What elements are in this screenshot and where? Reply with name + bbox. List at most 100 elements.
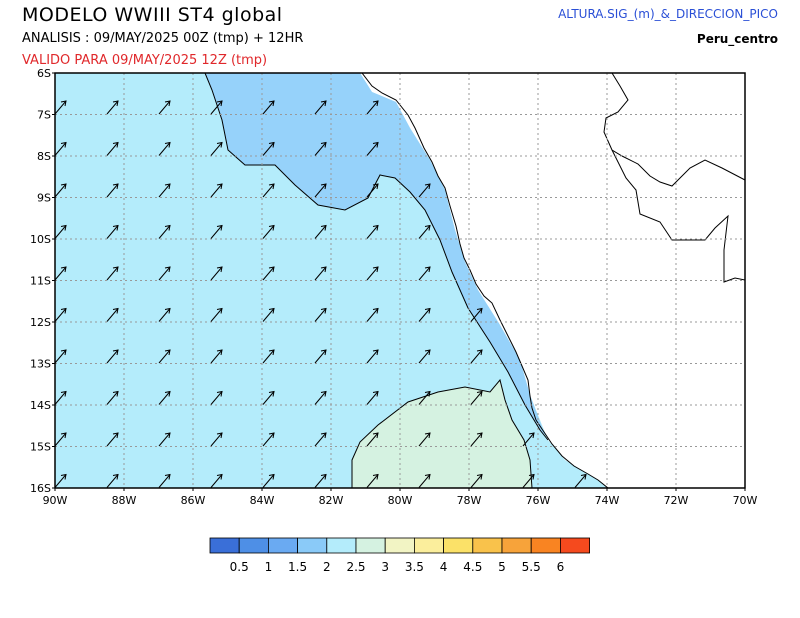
wave-arrow-head bbox=[216, 183, 223, 190]
lon-label: 82W bbox=[319, 494, 344, 507]
lon-label: 86W bbox=[181, 494, 206, 507]
wave-arrow bbox=[262, 308, 275, 322]
wave-arrow-head bbox=[164, 307, 171, 314]
wave-arrow-head bbox=[164, 432, 171, 439]
wave-arrow-head bbox=[424, 349, 431, 356]
contour-coastal bbox=[204, 73, 549, 441]
wave-arrow-head bbox=[216, 390, 223, 397]
colorbar-label: 2 bbox=[323, 560, 331, 574]
wave-arrow-head bbox=[528, 473, 535, 480]
wave-arrow bbox=[418, 308, 431, 322]
wave-arrow-head bbox=[112, 349, 119, 356]
wave-arrow bbox=[470, 391, 483, 405]
wave-arrow bbox=[470, 308, 483, 322]
wave-arrow bbox=[470, 432, 483, 447]
wave-arrow bbox=[54, 100, 67, 115]
sea-south-region bbox=[352, 380, 532, 488]
wave-arrow bbox=[106, 349, 119, 364]
wave-arrow-head bbox=[372, 141, 379, 148]
wave-arrow-head bbox=[320, 224, 327, 231]
wave-arrow-head bbox=[320, 473, 327, 480]
wave-arrow bbox=[158, 474, 171, 488]
colorbar-swatch bbox=[501, 537, 532, 554]
colorbar-swatch bbox=[326, 537, 357, 554]
wave-arrow bbox=[54, 349, 67, 364]
colorbar-label: 5 bbox=[498, 560, 506, 574]
wave-arrow-head bbox=[268, 141, 275, 148]
wave-arrow-head bbox=[320, 266, 327, 273]
lat-label: 16S bbox=[30, 482, 51, 495]
wave-arrow-head bbox=[60, 432, 67, 439]
wave-arrow bbox=[418, 183, 431, 198]
wave-arrow-head bbox=[372, 307, 379, 314]
latitude-labels: 6S 7S 8S 9S 10S 11S 12S 13S 14S 15S 16S bbox=[30, 67, 55, 495]
wave-arrow-head bbox=[320, 349, 327, 356]
wave-arrow-head bbox=[60, 224, 67, 231]
wave-arrow bbox=[210, 474, 223, 488]
wave-arrow-head bbox=[60, 349, 67, 356]
wave-arrow-head bbox=[372, 390, 379, 397]
lat-label: 11S bbox=[30, 275, 51, 288]
wave-arrow-head bbox=[268, 183, 275, 190]
wave-arrow-head bbox=[216, 224, 223, 231]
lat-label: 10S bbox=[30, 233, 51, 246]
coastline bbox=[361, 73, 609, 488]
wave-arrow bbox=[262, 474, 275, 488]
wave-arrow-head bbox=[216, 473, 223, 480]
wave-arrow-head bbox=[268, 100, 275, 107]
wave-arrow-head bbox=[268, 390, 275, 397]
wave-arrow-head bbox=[164, 390, 171, 397]
wave-arrow bbox=[314, 183, 327, 198]
colorbar-label: 1 bbox=[265, 560, 273, 574]
wave-arrow bbox=[158, 432, 171, 447]
wave-arrow bbox=[366, 432, 379, 447]
wave-arrow-head bbox=[60, 390, 67, 397]
wave-arrow-head bbox=[424, 473, 431, 480]
wave-arrow bbox=[210, 100, 223, 115]
wave-arrow-head bbox=[424, 266, 431, 273]
wave-arrow-head bbox=[112, 141, 119, 148]
wave-arrow-head bbox=[112, 100, 119, 107]
wave-arrow bbox=[418, 474, 431, 488]
chart-title: MODELO WWIII ST4 global bbox=[22, 4, 283, 26]
wave-arrow bbox=[210, 391, 223, 405]
contour-south bbox=[351, 378, 533, 488]
wave-arrow-head bbox=[216, 100, 223, 107]
wave-arrow-head bbox=[268, 349, 275, 356]
wave-arrow-head bbox=[112, 224, 119, 231]
wave-arrow-head bbox=[372, 224, 379, 231]
colorbar-swatch bbox=[560, 537, 591, 554]
wave-arrow-head bbox=[268, 473, 275, 480]
wave-arrow bbox=[106, 266, 119, 281]
wave-arrow-head bbox=[60, 266, 67, 273]
wave-arrow bbox=[314, 100, 327, 115]
lon-label: 90W bbox=[43, 494, 68, 507]
wave-arrow-head bbox=[216, 432, 223, 439]
wave-arrow bbox=[262, 100, 275, 115]
wave-arrow bbox=[54, 308, 67, 322]
border-line-north bbox=[603, 73, 745, 187]
wave-arrow-head bbox=[164, 141, 171, 148]
wave-arrow bbox=[366, 474, 379, 488]
wave-arrow bbox=[522, 474, 535, 488]
wave-arrow-head bbox=[372, 473, 379, 480]
wave-arrow bbox=[54, 474, 67, 488]
wave-arrow-head bbox=[216, 349, 223, 356]
wave-arrow-head bbox=[60, 100, 67, 107]
lon-label: 76W bbox=[526, 494, 551, 507]
wave-arrow bbox=[314, 432, 327, 447]
wave-arrow-head bbox=[528, 432, 535, 439]
colorbar: 0.5 1 1.5 2 2.5 3 3.5 4 4.5 5 5.5 6 bbox=[209, 537, 591, 574]
lon-label: 72W bbox=[664, 494, 689, 507]
colorbar-swatch bbox=[472, 537, 503, 554]
wave-arrow bbox=[158, 266, 171, 281]
colorbar-label: 2.5 bbox=[346, 560, 365, 574]
wave-arrow bbox=[366, 183, 379, 198]
wave-arrow-head bbox=[372, 100, 379, 107]
lat-label: 8S bbox=[37, 150, 51, 163]
wave-arrow bbox=[210, 142, 223, 156]
wave-arrow-head bbox=[320, 390, 327, 397]
wave-arrow bbox=[54, 142, 67, 156]
wave-arrow-head bbox=[476, 349, 483, 356]
lon-label: 74W bbox=[595, 494, 620, 507]
